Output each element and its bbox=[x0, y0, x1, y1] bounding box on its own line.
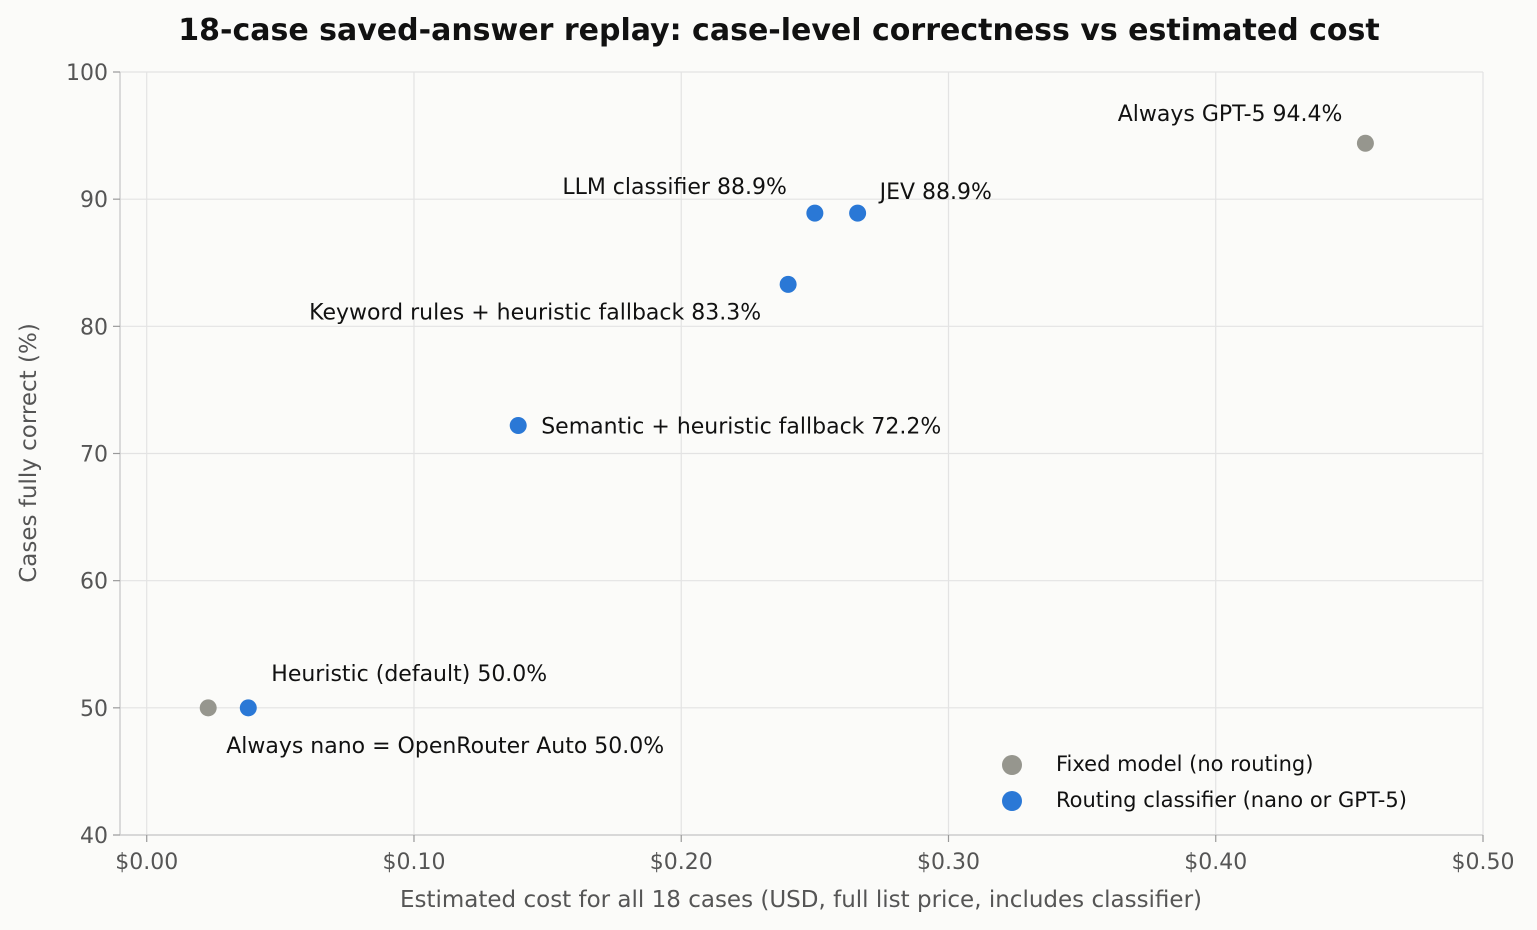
y-axis-label: Cases fully correct (%) bbox=[16, 323, 42, 583]
y-tick-label: 50 bbox=[80, 697, 108, 722]
point-label: Semantic + heuristic fallback 72.2% bbox=[541, 415, 941, 440]
point-label: LLM classifier 88.9% bbox=[562, 175, 787, 200]
y-tick-label: 60 bbox=[80, 570, 108, 595]
point-label: Keyword rules + heuristic fallback 83.3% bbox=[309, 300, 761, 325]
x-axis-label: Estimated cost for all 18 cases (USD, fu… bbox=[400, 887, 1202, 913]
point-label: Heuristic (default) 50.0% bbox=[271, 662, 547, 687]
data-point bbox=[239, 699, 257, 717]
data-point bbox=[1356, 134, 1374, 152]
data-point bbox=[806, 204, 824, 222]
y-tick-label: 100 bbox=[66, 61, 108, 86]
y-ticks: 40 50 60 70 80 90 100 bbox=[66, 61, 120, 849]
y-tick-label: 80 bbox=[80, 315, 108, 340]
x-tick-label: $0.20 bbox=[650, 850, 713, 875]
point-labels: Always nano = OpenRouter Auto 50.0% Alway… bbox=[226, 102, 1342, 759]
data-point bbox=[849, 204, 867, 222]
data-points bbox=[199, 134, 1374, 717]
legend-label-fixed: Fixed model (no routing) bbox=[1056, 752, 1313, 776]
y-tick-label: 40 bbox=[80, 824, 108, 849]
x-tick-label: $0.40 bbox=[1184, 850, 1247, 875]
legend-marker-fixed bbox=[1002, 755, 1022, 775]
x-ticks: $0.00 $0.10 $0.20 $0.30 $0.40 $0.50 bbox=[115, 835, 1514, 875]
y-tick-label: 70 bbox=[80, 443, 108, 468]
data-point bbox=[199, 699, 217, 717]
point-label: Always nano = OpenRouter Auto 50.0% bbox=[226, 734, 664, 759]
y-tick-label: 90 bbox=[80, 188, 108, 213]
x-tick-label: $0.30 bbox=[917, 850, 980, 875]
legend-marker-routing bbox=[1002, 791, 1022, 811]
data-point bbox=[779, 275, 797, 293]
point-label: JEV 88.9% bbox=[878, 180, 992, 205]
legend: Fixed model (no routing) Routing classif… bbox=[1002, 752, 1407, 812]
chart-title: 18-case saved-answer replay: case-level … bbox=[178, 13, 1379, 48]
x-tick-label: $0.00 bbox=[115, 850, 178, 875]
legend-label-routing: Routing classifier (nano or GPT-5) bbox=[1056, 788, 1407, 812]
x-tick-label: $0.50 bbox=[1452, 850, 1515, 875]
point-label: Always GPT-5 94.4% bbox=[1118, 102, 1343, 127]
x-tick-label: $0.10 bbox=[382, 850, 445, 875]
data-point bbox=[509, 417, 527, 435]
